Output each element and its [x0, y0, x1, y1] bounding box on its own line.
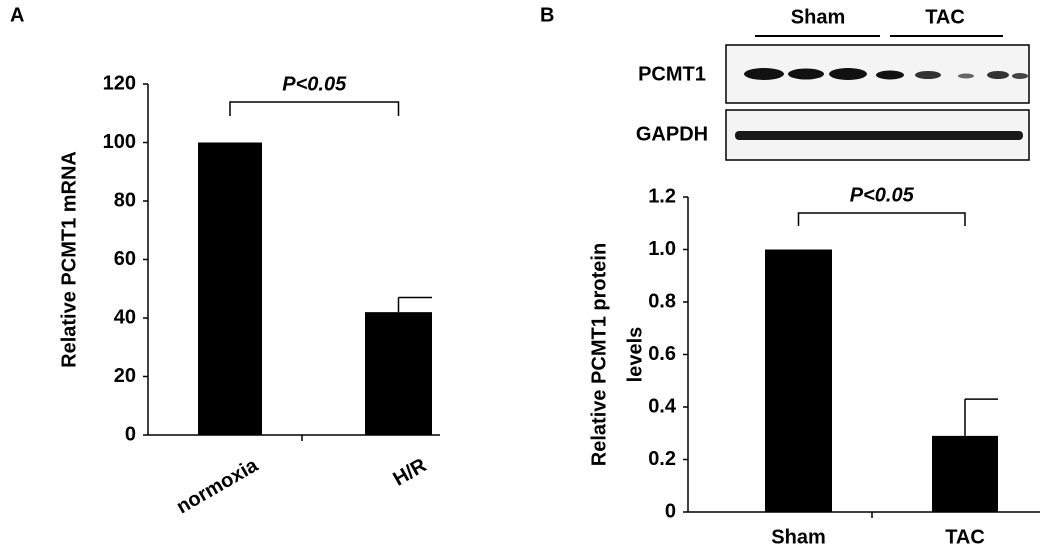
- y-tick-label: 20: [114, 365, 136, 387]
- blot-row-label: GAPDH: [636, 123, 708, 145]
- y-tick-label: 0.2: [648, 448, 676, 470]
- bar: [365, 312, 432, 435]
- y-tick-label: 0.8: [648, 290, 676, 312]
- x-tick-label: normoxia: [173, 454, 263, 519]
- y-tick-label: 0.4: [648, 395, 677, 417]
- annotation: P<0.05: [850, 184, 915, 206]
- panel-letter: A: [10, 4, 24, 26]
- y-tick-label: 100: [103, 131, 136, 153]
- x-tick-label: Sham: [771, 526, 825, 548]
- x-tick-label: H/R: [389, 454, 430, 491]
- bands: [735, 68, 1028, 140]
- x-tick-label: TAC: [945, 526, 985, 548]
- y-axis-label: levels: [624, 327, 646, 383]
- y-tick-label: 1.0: [648, 238, 676, 260]
- annotation: P<0.05: [282, 73, 347, 95]
- y-tick-label: 0: [665, 500, 676, 522]
- y-tick-label: 80: [114, 189, 136, 211]
- blot-row-label: PCMT1: [638, 63, 706, 85]
- y-tick-label: 0: [125, 423, 136, 445]
- blot-group-label: TAC: [925, 6, 965, 28]
- panel-letter: B: [540, 4, 554, 26]
- bar: [932, 435, 998, 512]
- y-tick-label: 40: [114, 306, 136, 328]
- y-axis-label: Relative PCMT1 mRNA: [58, 151, 80, 368]
- y-tick-label: 1.2: [648, 185, 676, 207]
- blot-group-label: Sham: [791, 6, 845, 28]
- y-tick-label: 120: [103, 72, 136, 94]
- blot: Sham TAC PCMT1 GAPDH: [636, 6, 1030, 161]
- error-bar: [964, 398, 998, 436]
- y-axis-label: Relative PCMT1 protein: [588, 243, 610, 466]
- significance-bracket: [797, 212, 966, 226]
- significance-bracket: [229, 101, 400, 116]
- bar: [198, 142, 262, 435]
- bar: [765, 249, 832, 512]
- y-tick-label: 60: [114, 248, 136, 270]
- y-tick-label: 0.6: [648, 343, 676, 365]
- error-bar: [397, 296, 432, 313]
